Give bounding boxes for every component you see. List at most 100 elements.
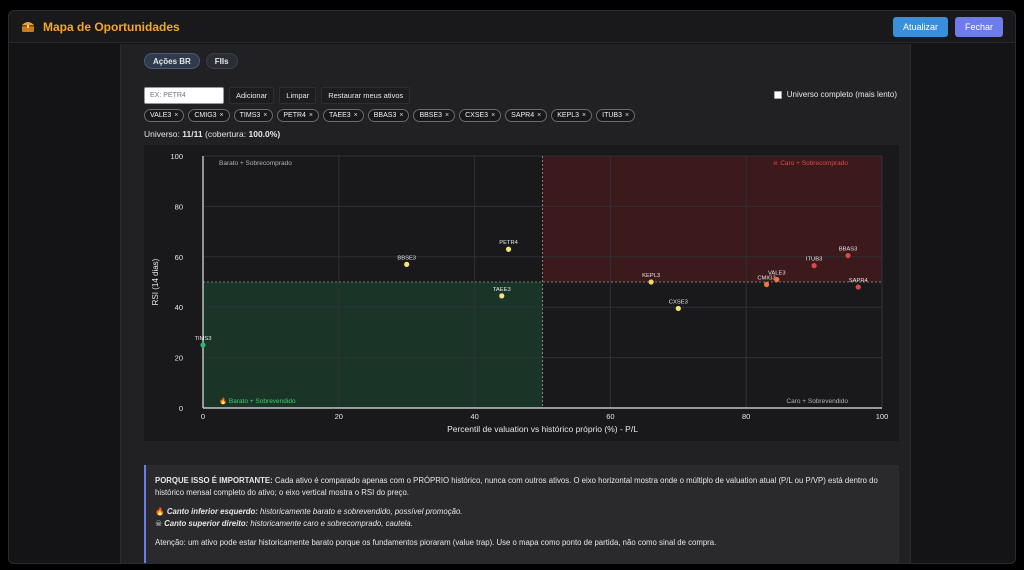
data-point-marker	[404, 261, 410, 267]
data-point-label: TIMS3	[194, 336, 211, 342]
ticker-chip: CMIG3 ×	[188, 109, 230, 122]
x-tick-label: 40	[470, 412, 478, 421]
remove-chip-icon[interactable]: ×	[308, 112, 314, 119]
data-point: BBAS3	[839, 247, 858, 259]
y-tick-label: 20	[175, 354, 183, 363]
data-point-marker	[200, 342, 206, 348]
x-tick-label: 100	[876, 412, 889, 421]
ticker-chip-label: ITUB3	[602, 112, 622, 119]
remove-chip-icon[interactable]: ×	[219, 112, 224, 119]
remove-chip-icon[interactable]: ×	[445, 112, 450, 119]
ticker-chip-label: PETR4	[283, 112, 306, 119]
info-explanation: PORQUE ISSO É IMPORTANTE: Cada ativo é c…	[155, 476, 878, 497]
data-point-marker	[505, 246, 512, 252]
quadrant-label-top-left: Barato + Sobrecomprado	[219, 160, 292, 167]
data-point-label: TAEE3	[493, 287, 511, 293]
ticker-chip: CXSE3 ×	[459, 109, 502, 122]
scatter-chart: 0 20 40 60 80 100 0 20 40 60 80 100 Percentil de val…	[144, 145, 899, 441]
remove-chip-icon[interactable]: ×	[174, 112, 179, 119]
expensive-overbought-zone	[542, 156, 882, 282]
refresh-button[interactable]: Atualizar	[892, 16, 948, 37]
data-point-label: SAPR4	[849, 278, 869, 284]
x-tick-label: 0	[201, 412, 205, 421]
data-point: VALE3	[768, 270, 786, 283]
info-warning: Atenção: um ativo pode estar historicame…	[155, 538, 717, 547]
data-point: SAPR4	[849, 278, 869, 290]
data-point: KEPL3	[642, 273, 660, 285]
y-tick-label: 40	[175, 303, 183, 312]
data-point-marker	[763, 281, 770, 288]
y-axis-label: RSI (14 dias)	[151, 258, 160, 305]
remove-chip-icon[interactable]: ×	[624, 112, 630, 119]
data-point: PETR4	[499, 240, 519, 252]
x-tick-label: 20	[335, 412, 343, 421]
remove-chip-icon[interactable]: ×	[582, 112, 587, 119]
ticker-chip-label: TIMS3	[239, 112, 261, 119]
ticker-chip: SAPR4 ×	[505, 109, 548, 122]
data-point-marker	[774, 276, 780, 283]
quadrant-label-top-right: ☠ Caro + Sobrecomprado	[773, 159, 849, 167]
remove-chip-icon[interactable]: ×	[537, 112, 542, 119]
data-point: BBSE3	[397, 255, 416, 267]
restore-assets-button[interactable]: Restaurar meus ativos	[321, 87, 411, 104]
clear-button[interactable]: Limpar	[279, 87, 317, 104]
data-point-marker	[648, 279, 654, 285]
treasure-chest-icon	[21, 20, 35, 34]
ticker-chip: ITUB3 ×	[596, 109, 636, 122]
ticker-chip: KEPL3 ×	[551, 109, 593, 122]
add-button[interactable]: Adicionar	[229, 87, 275, 104]
remove-chip-icon[interactable]: ×	[353, 112, 358, 119]
data-point-marker	[845, 252, 851, 259]
ticker-chip-label: KEPL3	[557, 112, 580, 119]
universe-summary: Universo: 11/11 (cobertura: 100.0%)	[144, 129, 281, 139]
tab-acoes-br[interactable]: Ações BR	[144, 53, 200, 69]
data-point-label: PETR4	[499, 240, 518, 246]
ticker-chip-label: CMIG3	[194, 112, 217, 119]
tab-fiis[interactable]: FIIs	[205, 53, 238, 69]
ticker-chip: BBAS3 ×	[367, 109, 410, 122]
skull-crossbones-icon: ☠	[155, 519, 162, 528]
ticker-controls: Adicionar Limpar Restaurar meus ativos	[144, 87, 411, 104]
info-bottom-left: 🔥 Canto inferior esquerdo: historicament…	[155, 507, 463, 516]
y-tick-label: 0	[179, 404, 183, 413]
data-point-label: BBAS3	[839, 247, 858, 253]
ticker-chip: PETR4 ×	[277, 109, 320, 122]
main-panel: Ações BR FIIs Adicionar Limpar Restaurar…	[120, 44, 911, 563]
remove-chip-icon[interactable]: ×	[491, 112, 496, 119]
data-point: TIMS3	[194, 336, 212, 348]
full-universe-label: Universo completo (mais lento)	[786, 90, 897, 99]
data-point: ITUB3	[806, 257, 822, 269]
ticker-input[interactable]	[144, 87, 224, 104]
full-universe-checkbox[interactable]	[773, 90, 782, 99]
close-button[interactable]: Fechar	[954, 16, 1003, 37]
universe-coverage: 100.0%)	[248, 129, 281, 139]
universe-count: 11/11	[182, 129, 203, 139]
y-tick-label: 80	[175, 202, 183, 211]
scatter-chart-svg: 0 20 40 60 80 100 0 20 40 60 80 100 Percentil de val…	[151, 152, 889, 434]
ticker-chip: TAEE3 ×	[323, 109, 364, 122]
data-point-label: BBSE3	[397, 255, 416, 261]
remove-chip-icon[interactable]: ×	[263, 112, 268, 119]
y-tick-label: 60	[175, 253, 183, 262]
quadrant-label-bottom-right: Caro + Sobrevendido	[786, 398, 848, 405]
x-tick-label: 60	[606, 412, 614, 421]
ticker-chip: BBSE3 ×	[413, 109, 456, 122]
data-point: TAEE3	[493, 287, 511, 299]
ticker-chip: TIMS3 ×	[233, 109, 274, 122]
remove-chip-icon[interactable]: ×	[399, 112, 404, 119]
ticker-chip-label: BBSE3	[419, 112, 443, 119]
x-axis-label: Percentil de valuation vs histórico próp…	[447, 424, 638, 434]
y-tick-label: 100	[170, 152, 183, 161]
data-point-label: CMIG3	[757, 276, 775, 282]
data-point-label: VALE3	[768, 270, 786, 276]
window-title: Mapa de Oportunidades	[43, 19, 180, 34]
data-point: CMIG3	[757, 276, 776, 288]
ticker-chip-label: SAPR4	[511, 112, 535, 119]
ticker-chip-label: CXSE3	[465, 112, 489, 119]
info-panel: PORQUE ISSO É IMPORTANTE: Cada ativo é c…	[144, 465, 899, 563]
market-tabs: Ações BR FIIs	[144, 53, 238, 69]
title-bar: Mapa de Oportunidades Atualizar Fechar	[9, 11, 1015, 43]
data-point-marker	[855, 284, 861, 290]
ticker-chips: VALE3 × CMIG3 × TIMS3 × PETR4 × TAEE3 × BBAS3 × BBSE…	[144, 109, 636, 122]
full-universe-option[interactable]: Universo completo (mais lento)	[773, 90, 897, 99]
